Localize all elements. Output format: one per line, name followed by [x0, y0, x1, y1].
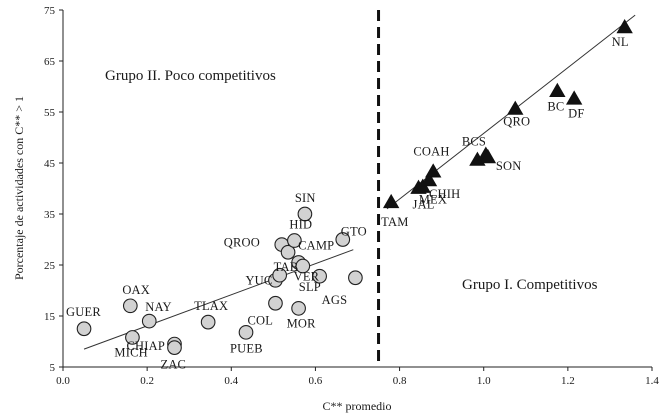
x-tick-label: 0.4: [224, 375, 238, 387]
y-tick-label: 75: [44, 5, 56, 17]
y-tick-label: 55: [44, 107, 56, 119]
data-point-gto: [335, 232, 351, 247]
data-point-sin: [297, 206, 313, 222]
data-point: [425, 163, 442, 178]
point-label-qroo: QROO: [224, 236, 260, 250]
data-point-mor: [291, 301, 306, 316]
group-label-poco-competitivos: Grupo II. Poco competitivos: [105, 68, 276, 84]
axes: 0.0 0.2 0.4 0.6 0.8 1.0 1.2 1.4 5 15 25 35 45 55 65 75: [44, 5, 659, 387]
point-label-mich: MICH: [114, 345, 147, 359]
data-point-hid: [287, 233, 302, 248]
point-label-nl: NL: [612, 35, 629, 49]
group-label-competitivos: Grupo I. Competitivos: [462, 277, 598, 293]
point-label-pueb: PUEB: [230, 341, 263, 355]
data-point-tab: [272, 267, 288, 283]
data-point-col: [268, 295, 283, 311]
point-label-son: SON: [496, 159, 522, 173]
data-points: [76, 18, 633, 355]
x-tick-label: 1.0: [477, 375, 491, 387]
data-point-tlax: [200, 314, 216, 330]
point-label-bcs: BCS: [462, 134, 486, 148]
x-axis-title: C** promedio: [323, 399, 392, 413]
point-label-camp: CAMP: [298, 238, 334, 252]
point-label-df: DF: [568, 106, 584, 120]
point-label-col: COL: [247, 313, 273, 327]
point-label-tlax: TLAX: [194, 299, 228, 313]
point-label-mor: MOR: [287, 316, 317, 330]
point-label-oax: OAX: [122, 283, 150, 297]
y-axis-title: Porcentaje de actividades con C** > 1: [12, 96, 26, 280]
data-point-qro: [507, 100, 524, 115]
y-tick-label: 65: [44, 56, 56, 68]
data-point-pueb: [238, 324, 254, 340]
point-label-slp: SLP: [299, 280, 321, 294]
x-tick-label: 0.2: [140, 375, 154, 387]
data-point-chih: [420, 171, 438, 187]
data-point-tam: [382, 193, 400, 209]
point-label-ags: AGS: [322, 293, 348, 307]
point-label-tab: TAB: [274, 260, 299, 274]
x-tick-label: 0.6: [309, 375, 323, 387]
point-label-gto: GTO: [341, 225, 367, 239]
data-point-son: [479, 149, 497, 164]
point-label-bc: BC: [547, 100, 564, 114]
x-tick-label: 0.0: [56, 375, 70, 387]
point-label-jal: JAL: [413, 198, 435, 212]
x-tick-label: 1.2: [561, 375, 575, 387]
data-point-slp: [295, 258, 311, 274]
y-tick-label: 35: [44, 209, 56, 221]
point-label-hid: HID: [289, 218, 312, 232]
data-point-mich: [125, 330, 140, 345]
y-tick-label: 45: [44, 158, 56, 170]
data-point-oax: [122, 298, 138, 314]
data-point: [348, 270, 363, 286]
data-point-df: [565, 90, 583, 105]
point-label-ver: VER: [294, 269, 320, 283]
data-point-camp: [280, 244, 296, 260]
data-point-ags: [312, 268, 327, 284]
trendlines: [83, 14, 636, 350]
data-point-zac: [167, 340, 182, 355]
y-tick-label: 5: [50, 362, 56, 374]
data-point-guer: [76, 321, 92, 337]
point-label-nay: NAY: [145, 300, 172, 314]
x-tick-label: 0.8: [393, 375, 407, 387]
point-label-mex: MEX: [419, 192, 447, 206]
x-tick-label: 1.4: [645, 375, 659, 387]
point-label-qro: QRO: [503, 114, 530, 128]
point-label-yuc: YUC: [245, 273, 272, 287]
y-tick-label: 25: [44, 260, 56, 272]
data-point-bc: [549, 82, 566, 97]
point-label-guer: GUER: [66, 305, 101, 319]
point-label-sin: SIN: [295, 191, 316, 205]
point-label-tam: TAM: [381, 215, 408, 229]
data-point-nay: [141, 313, 157, 329]
point-label-coah: COAH: [413, 144, 449, 158]
point-label-chiap: CHIAP: [126, 339, 165, 353]
data-point-nl: [616, 18, 633, 34]
point-label-chih: CHIH: [429, 187, 460, 201]
y-tick-label: 15: [44, 311, 56, 323]
point-label-zac: ZAC: [160, 358, 186, 372]
